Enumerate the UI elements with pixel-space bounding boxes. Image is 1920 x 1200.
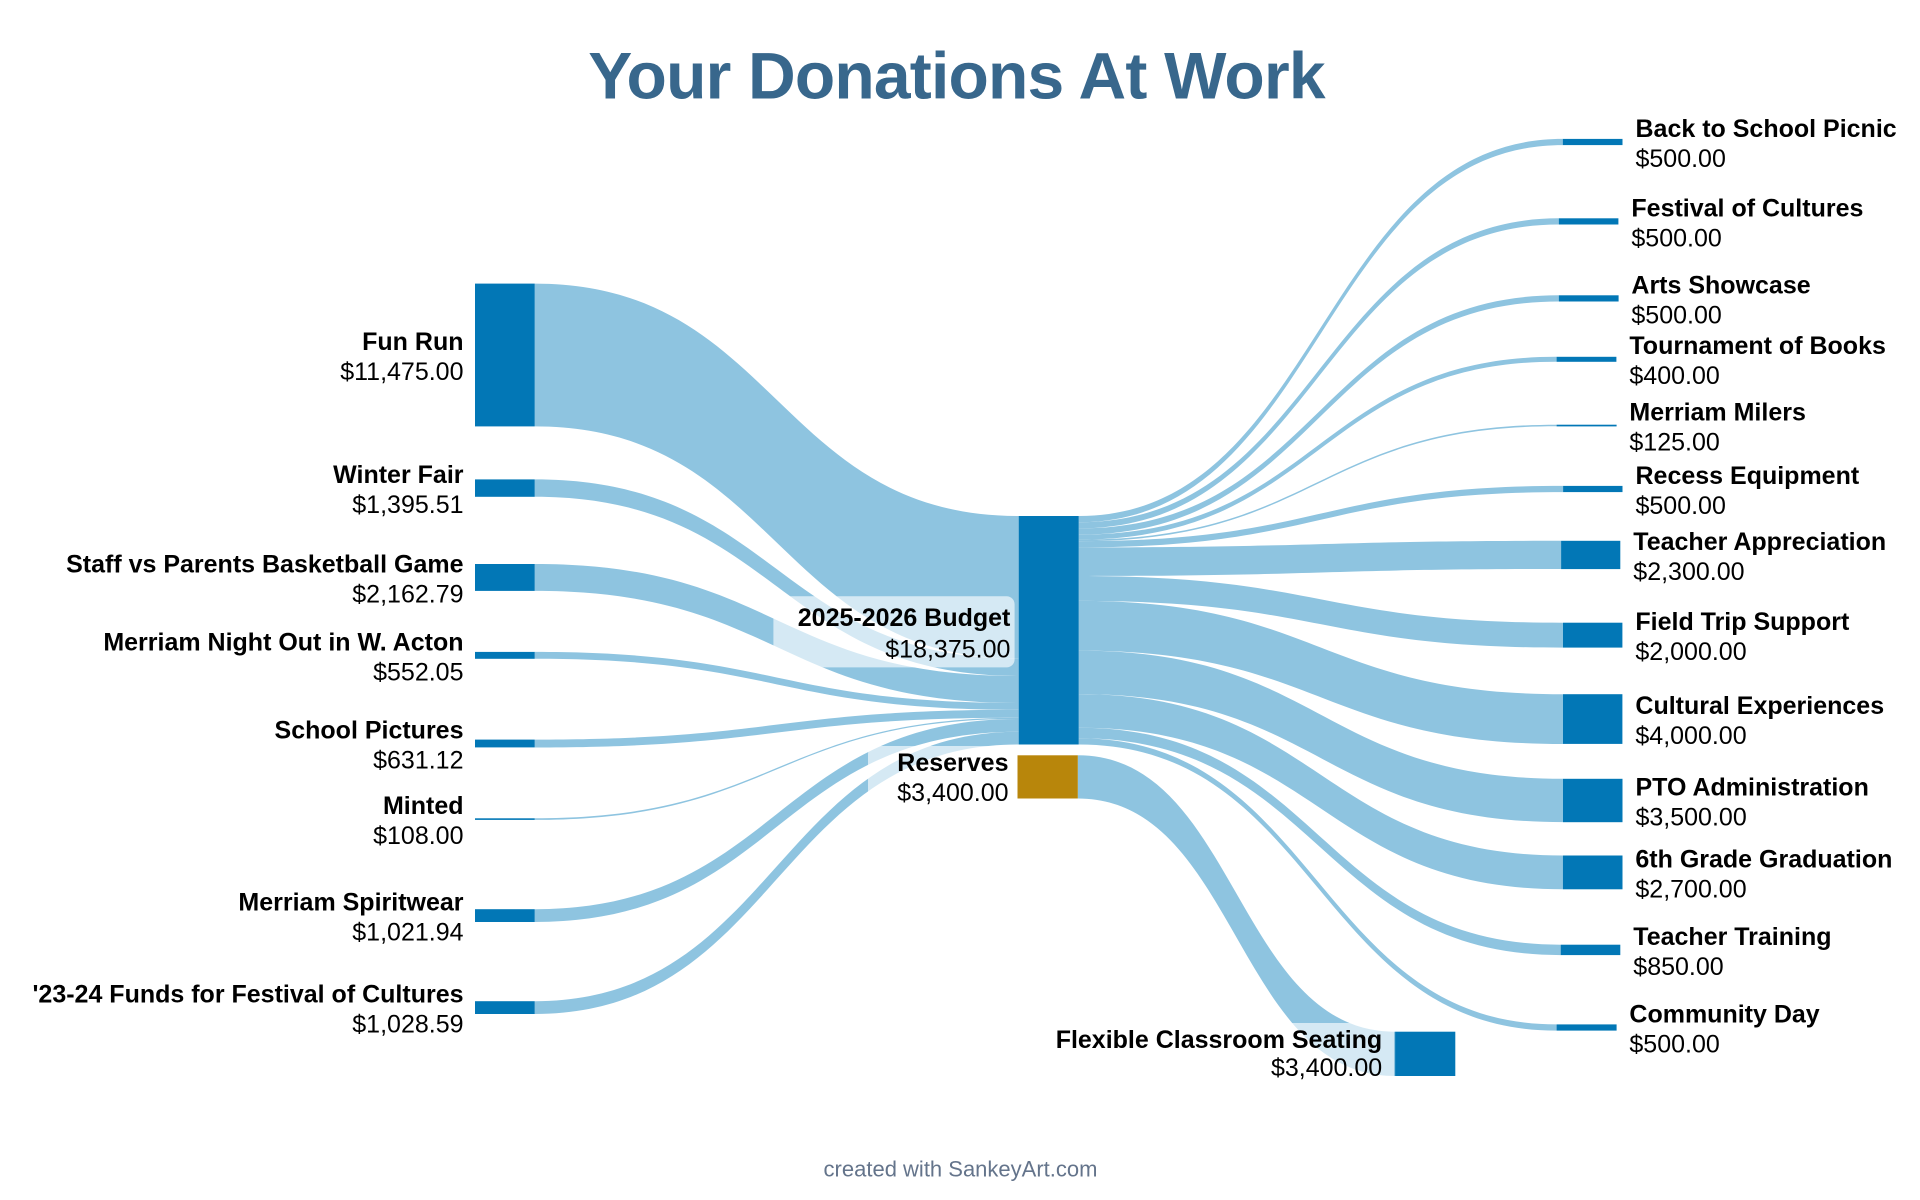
svg-text:Back to School Picnic: Back to School Picnic xyxy=(1636,115,1897,143)
svg-text:Flexible Classroom Seating: Flexible Classroom Seating xyxy=(1056,1026,1383,1054)
svg-text:Cultural Experiences: Cultural Experiences xyxy=(1635,692,1884,720)
svg-text:Merriam Spiritwear: Merriam Spiritwear xyxy=(238,889,463,917)
svg-text:Teacher Appreciation: Teacher Appreciation xyxy=(1633,528,1886,556)
svg-text:Fun Run: Fun Run xyxy=(362,328,463,356)
svg-text:Recess Equipment: Recess Equipment xyxy=(1636,462,1860,490)
svg-text:$1,021.94: $1,021.94 xyxy=(352,919,463,947)
svg-text:$18,375.00: $18,375.00 xyxy=(885,636,1010,664)
svg-text:$2,300.00: $2,300.00 xyxy=(1633,558,1744,586)
svg-text:Community Day: Community Day xyxy=(1629,1001,1819,1029)
svg-text:$500.00: $500.00 xyxy=(1636,145,1726,173)
svg-text:2025-2026 Budget: 2025-2026 Budget xyxy=(798,604,1011,632)
svg-text:$108.00: $108.00 xyxy=(373,822,463,850)
svg-text:$1,028.59: $1,028.59 xyxy=(352,1011,463,1039)
svg-text:Reserves: Reserves xyxy=(897,749,1008,777)
svg-text:6th Grade Graduation: 6th Grade Graduation xyxy=(1635,845,1892,873)
svg-text:Your Donations At Work: Your Donations At Work xyxy=(588,38,1326,112)
svg-text:$11,475.00: $11,475.00 xyxy=(340,358,463,386)
svg-text:$1,395.51: $1,395.51 xyxy=(352,491,463,519)
svg-text:created with SankeyArt.com: created with SankeyArt.com xyxy=(824,1157,1098,1182)
svg-text:$4,000.00: $4,000.00 xyxy=(1635,722,1746,750)
svg-text:Staff vs Parents Basketball Ga: Staff vs Parents Basketball Game xyxy=(66,551,463,579)
svg-text:Tournament of Books: Tournament of Books xyxy=(1629,332,1885,360)
svg-text:$3,400.00: $3,400.00 xyxy=(897,779,1008,807)
svg-text:$552.05: $552.05 xyxy=(373,658,463,686)
svg-text:$2,700.00: $2,700.00 xyxy=(1635,875,1746,903)
svg-text:Minted: Minted xyxy=(383,792,464,820)
svg-text:$500.00: $500.00 xyxy=(1629,1031,1719,1059)
svg-text:Field Trip Support: Field Trip Support xyxy=(1635,608,1850,636)
svg-text:PTO Administration: PTO Administration xyxy=(1636,774,1869,802)
svg-text:$631.12: $631.12 xyxy=(373,747,463,775)
svg-text:$3,500.00: $3,500.00 xyxy=(1636,804,1747,832)
svg-text:Winter Fair: Winter Fair xyxy=(333,461,464,489)
svg-text:$125.00: $125.00 xyxy=(1629,429,1719,457)
svg-text:$500.00: $500.00 xyxy=(1636,492,1726,520)
svg-text:Festival of Cultures: Festival of Cultures xyxy=(1631,194,1863,222)
svg-text:$2,162.79: $2,162.79 xyxy=(352,581,463,609)
svg-text:Arts Showcase: Arts Showcase xyxy=(1631,271,1810,299)
svg-text:Merriam Night Out in W. Acton: Merriam Night Out in W. Acton xyxy=(103,628,463,656)
svg-text:$500.00: $500.00 xyxy=(1631,301,1721,329)
svg-text:Merriam Milers: Merriam Milers xyxy=(1629,399,1805,427)
svg-text:School Pictures: School Pictures xyxy=(275,717,464,745)
svg-text:$400.00: $400.00 xyxy=(1629,362,1719,390)
svg-text:$850.00: $850.00 xyxy=(1633,953,1723,981)
svg-text:'23-24 Funds for Festival of C: '23-24 Funds for Festival of Cultures xyxy=(32,981,463,1009)
svg-text:$2,000.00: $2,000.00 xyxy=(1635,638,1746,666)
svg-text:$500.00: $500.00 xyxy=(1631,224,1721,252)
svg-text:Teacher Training: Teacher Training xyxy=(1633,923,1831,951)
svg-text:$3,400.00: $3,400.00 xyxy=(1271,1054,1382,1082)
